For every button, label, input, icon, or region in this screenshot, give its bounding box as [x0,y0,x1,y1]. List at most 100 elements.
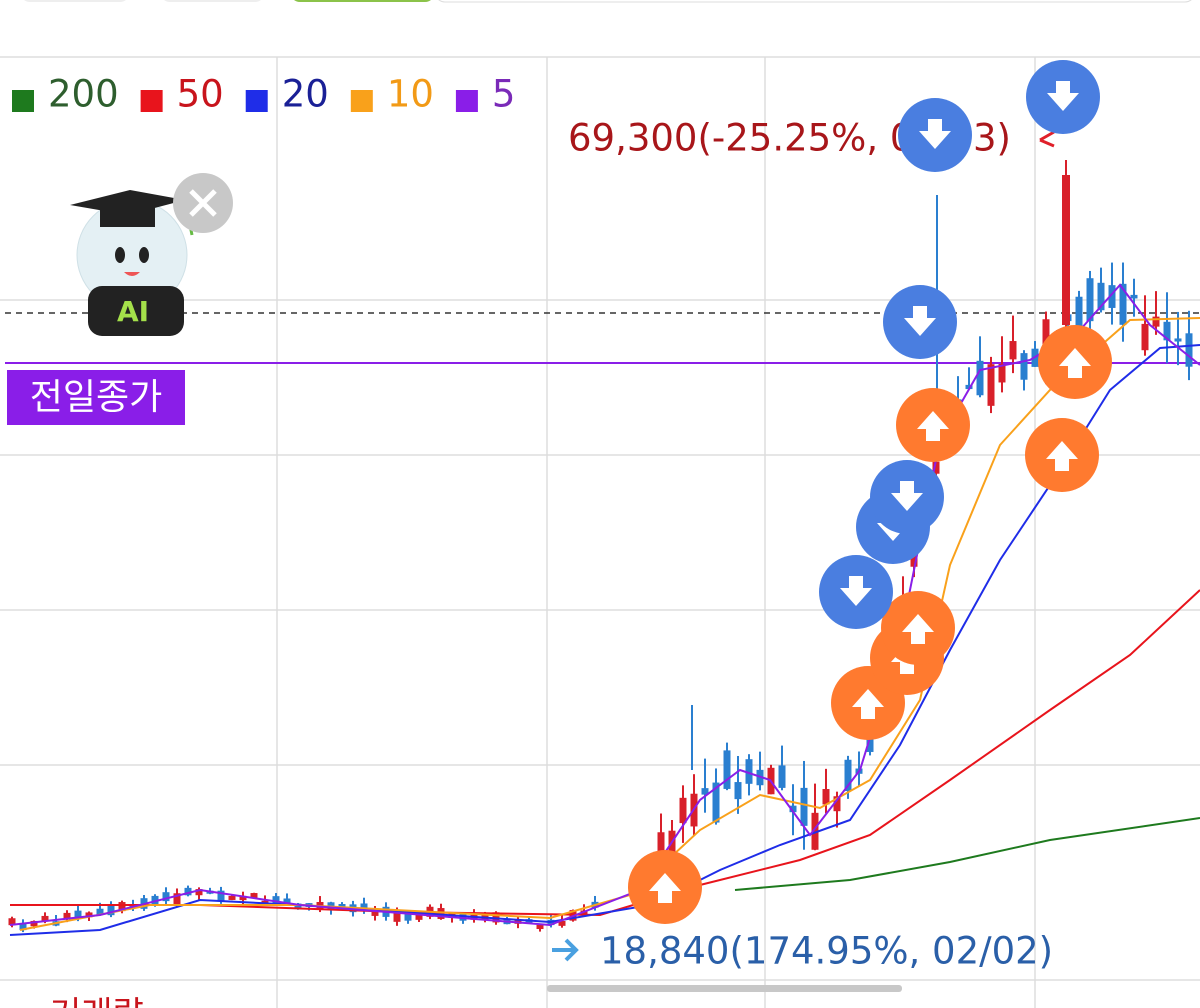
candle-body [118,902,126,912]
signal-arrow [1059,348,1091,378]
tab-active[interactable] [290,0,435,2]
candle-body [1062,175,1070,325]
ma-line [19,317,1200,931]
candle-body [1174,338,1182,342]
ma-line [9,283,1200,927]
legend-swatch [350,90,373,112]
mascot-eye [139,247,149,263]
candle-body [217,890,225,902]
candle-body [536,924,544,930]
candle-body [162,892,170,902]
candle-body [8,918,16,926]
candle-body [239,895,247,901]
candle-body [734,782,742,800]
scrollbar[interactable] [547,985,902,992]
mascot-eye [115,247,125,263]
sell-signal[interactable] [883,285,957,359]
candle-body [1097,282,1105,311]
buy-signal[interactable] [1038,325,1112,399]
signal-arrow [917,411,949,441]
candle-body [371,908,379,916]
candle-body [778,765,786,788]
ai-badge: AI [117,295,149,328]
candle-body [1141,323,1149,351]
candle-body [558,921,566,926]
tab[interactable] [20,0,130,2]
candle-body [96,908,104,915]
candle-body [811,812,819,850]
grid [0,56,1200,1008]
sell-signal[interactable] [1026,60,1100,134]
buy-signal[interactable] [896,388,970,462]
mascot-hat-base [100,205,155,227]
signal-arrow [1046,441,1078,471]
prev-close-label: 전일종가 [30,377,162,418]
candle-body [976,360,984,396]
candle-body [19,923,27,931]
buy-signal[interactable] [1025,418,1099,492]
candle-body [41,915,49,921]
candle-body [1009,341,1017,360]
buy-signal[interactable] [881,591,955,665]
ma-line [10,589,1200,917]
ai-mascot[interactable]: AI [70,190,194,336]
candle-body [679,797,687,824]
candle-body [360,903,368,911]
candle-body [228,895,236,900]
candle-body [415,913,423,920]
legend-label: 5 [492,73,516,116]
candle-body [1152,316,1160,327]
candle-body [184,887,192,896]
legend-swatch [140,90,163,112]
high-arrow [1039,130,1055,148]
candle-body [1108,285,1116,308]
candle-body [107,905,115,916]
candle-body [85,912,93,918]
sell-signal[interactable] [819,555,893,629]
signal-arrow [919,119,951,149]
tab-strip [438,0,1192,3]
candle-body [63,912,71,920]
candle-body [987,364,995,406]
candle-body [668,830,676,863]
signal-arrow [891,481,923,511]
candle-body [800,787,808,826]
candle-body [1075,296,1083,326]
candle-body [1185,333,1193,367]
candle-body [195,889,203,896]
sell-signal[interactable] [870,460,944,534]
legend-label: 200 [48,73,119,116]
candle-body [712,782,720,823]
legend-swatch [455,90,478,112]
signal-arrow [1047,81,1079,111]
signal-arrow [904,306,936,336]
mascot-hat [70,190,185,215]
close-icon [189,189,217,217]
candle-body [965,384,973,390]
candle-body [74,910,82,919]
candle-body [932,461,940,474]
prev-close-badge [7,370,185,425]
legend-label: 20 [282,73,329,116]
low-annotation: 18,840(174.95%, 02/02) [600,930,1053,973]
signal-arrow [840,576,872,606]
candle-body [1086,278,1094,322]
candle-body [701,788,709,795]
top-tabs [20,0,1192,3]
buy-signal[interactable] [628,850,702,924]
signal-arrow [649,873,681,903]
tab[interactable] [160,0,265,2]
legend-label: 50 [177,73,224,116]
sell-signal[interactable] [898,98,972,172]
legend: 200 50 20 10 5 [12,73,515,116]
candle-body [1119,283,1127,325]
candle-body [745,759,753,784]
legend-label: 10 [387,73,434,116]
candle-body [250,893,258,898]
signal-buttons [628,60,1112,924]
close-button[interactable] [173,173,233,233]
candle-body [844,759,852,792]
volume-label: 거래량 [50,995,144,1008]
ma-line [734,817,1200,891]
mascot-mouth [124,272,140,276]
